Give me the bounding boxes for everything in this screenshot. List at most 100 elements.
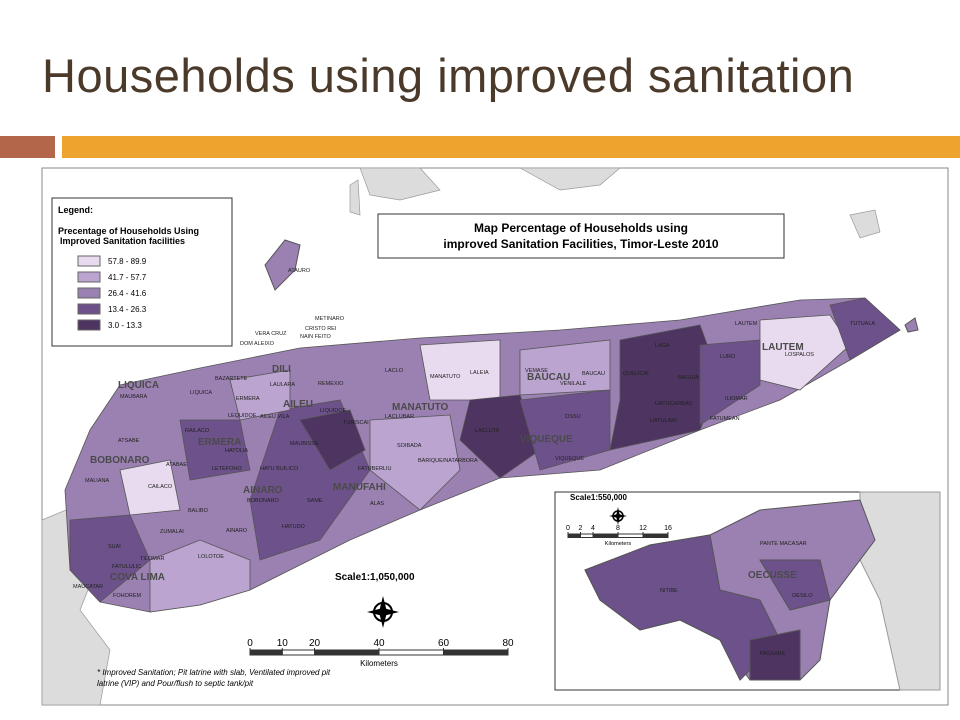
subdistrict-label: MAUCATAR bbox=[73, 584, 103, 590]
subdistrict-label: AILEU VILA bbox=[260, 414, 290, 420]
legend-swatch bbox=[77, 303, 101, 315]
island bbox=[904, 317, 919, 333]
subdistrict-label: LURO bbox=[720, 354, 736, 360]
scale-segment bbox=[249, 649, 283, 656]
scale-segment bbox=[642, 533, 669, 538]
subdistrict-label: TUTUALA bbox=[850, 321, 875, 327]
scale-label: 16 bbox=[664, 525, 672, 532]
subdistrict-label: BAZARTETE bbox=[215, 376, 248, 382]
subdistrict-label: MAUBISSE bbox=[290, 441, 319, 447]
district-label: AILEU bbox=[283, 399, 313, 410]
scale-segment bbox=[592, 533, 619, 538]
district-label: MANUFAHI bbox=[333, 482, 386, 493]
legend-heading: Legend: bbox=[58, 205, 93, 215]
north-arrow bbox=[609, 507, 627, 525]
legend-label: 26.4 - 41.6 bbox=[108, 289, 147, 298]
legend-swatch bbox=[77, 287, 101, 299]
subdistrict-label: LACLO bbox=[385, 368, 404, 374]
subdistrict-label: VEMASE bbox=[525, 368, 548, 374]
subdistrict-label: FATULULIC bbox=[112, 564, 141, 570]
subdistrict-label: AINARO bbox=[226, 528, 248, 534]
subdistrict-label: OSSU bbox=[565, 414, 581, 420]
scale-segment bbox=[567, 533, 581, 538]
district-label: AINARO bbox=[243, 485, 283, 496]
legend-title: Improved Sanitation facilities bbox=[60, 236, 185, 246]
scale-label: 40 bbox=[373, 638, 385, 649]
subdistrict-label: LAGA bbox=[655, 343, 670, 349]
island bbox=[264, 239, 301, 291]
district-label: BOBONARO bbox=[90, 455, 150, 466]
subdistrict-label: VIQUEQUE bbox=[555, 456, 584, 462]
legend-label: 41.7 - 57.7 bbox=[108, 273, 147, 282]
scale-segment bbox=[617, 533, 644, 538]
subdistrict-label: ATSABE bbox=[118, 438, 140, 444]
subdistrict-label: REMEXIO bbox=[318, 381, 344, 387]
subdistrict-label: VERA CRUZ bbox=[255, 331, 287, 337]
subdistrict-label: LALEIA bbox=[470, 370, 489, 376]
footnote: * Improved Sanitation; Pit latrine with … bbox=[97, 668, 331, 677]
subdistrict-label: OESILO bbox=[792, 593, 813, 599]
subdistrict-label: UATUCARBAU bbox=[655, 401, 693, 407]
subdistrict-label: CRISTO REI bbox=[305, 326, 337, 332]
subdistrict-label: PANTE MACASAR bbox=[760, 541, 807, 547]
legend-title: Precentage of Households Using bbox=[58, 226, 199, 236]
scale-segment bbox=[443, 649, 509, 656]
district-label: LAUTEM bbox=[762, 342, 804, 353]
district-label: DILI bbox=[272, 364, 291, 375]
subdistrict-label: LEQUIDOE bbox=[228, 413, 257, 419]
subdistrict-label: MAUBARA bbox=[120, 394, 148, 400]
scale-unit: Kilometers bbox=[360, 659, 398, 668]
accent-bar bbox=[62, 136, 960, 158]
legend-label: 57.8 - 89.9 bbox=[108, 257, 147, 266]
subdistrict-label: LOLOTOE bbox=[198, 554, 224, 560]
subdistrict-label: ATAURO bbox=[288, 268, 311, 274]
scale-label: 8 bbox=[616, 525, 620, 532]
district bbox=[759, 559, 831, 611]
map-title: Map Percentage of Households using bbox=[474, 221, 688, 235]
subdistrict-label: METINARO bbox=[315, 316, 345, 322]
subdistrict-label: BAGUIA bbox=[678, 375, 699, 381]
map-title-box bbox=[377, 213, 785, 259]
legend: Legend: Precentage of Households Using I… bbox=[51, 197, 233, 347]
subdistrict-label: ZUMALAI bbox=[160, 529, 184, 535]
scale-label: 2 bbox=[579, 525, 583, 532]
subdistrict-label: BAUCAU bbox=[582, 371, 605, 377]
scale-label: 0 bbox=[566, 525, 570, 532]
scale-segment bbox=[378, 649, 444, 656]
subdistrict-label: LAUTEM bbox=[735, 321, 758, 327]
subdistrict-label: CAILACO bbox=[148, 484, 173, 490]
legend-label: 13.4 - 26.3 bbox=[108, 305, 147, 314]
subdistrict-label: LAULARA bbox=[270, 382, 295, 388]
subdistrict-label: BARIQUE/NATARBORA bbox=[418, 458, 478, 464]
subdistrict-label: MALIANA bbox=[85, 478, 109, 484]
subdistrict-label: LACLUBAR bbox=[385, 414, 414, 420]
subdistrict-label: FATUMEAN bbox=[710, 416, 740, 422]
scale-segment bbox=[580, 533, 594, 538]
subdistrict-label: SOIBADA bbox=[397, 443, 422, 449]
scale-label: 60 bbox=[438, 638, 450, 649]
scale-segment bbox=[314, 649, 380, 656]
scale-unit: Kilometers bbox=[605, 541, 632, 547]
subdistrict-label: LETEFOHO bbox=[212, 466, 242, 472]
district-label: VIQUEQUE bbox=[520, 434, 573, 445]
subdistrict-label: BALIBO bbox=[188, 508, 209, 514]
scale-segment bbox=[281, 649, 315, 656]
subdistrict-label: UATULARI bbox=[650, 418, 677, 424]
district-label: COVA LIMA bbox=[110, 572, 165, 583]
subdistrict-label: MANATUTO bbox=[430, 374, 461, 380]
subdistrict-label: SAME bbox=[307, 498, 323, 504]
subdistrict-label: LACLUTA bbox=[475, 428, 500, 434]
subdistrict-label: LIQUIDOE bbox=[320, 408, 347, 414]
subdistrict-label: ATABAE bbox=[166, 462, 187, 468]
subdistrict-label: HATU BUILICO bbox=[260, 466, 299, 472]
subdistrict-label: HATOLIA bbox=[225, 448, 248, 454]
subdistrict-label: FOHOREM bbox=[113, 593, 142, 599]
scale-text: Scale1:1,050,000 bbox=[335, 572, 415, 583]
district-label: OECUSSE bbox=[748, 570, 797, 581]
subdistrict-label: ERMERA bbox=[236, 396, 260, 402]
subdistrict-label: NITIBE bbox=[660, 588, 678, 594]
accent-bar bbox=[0, 136, 55, 158]
district-label: MANATUTO bbox=[392, 402, 449, 413]
